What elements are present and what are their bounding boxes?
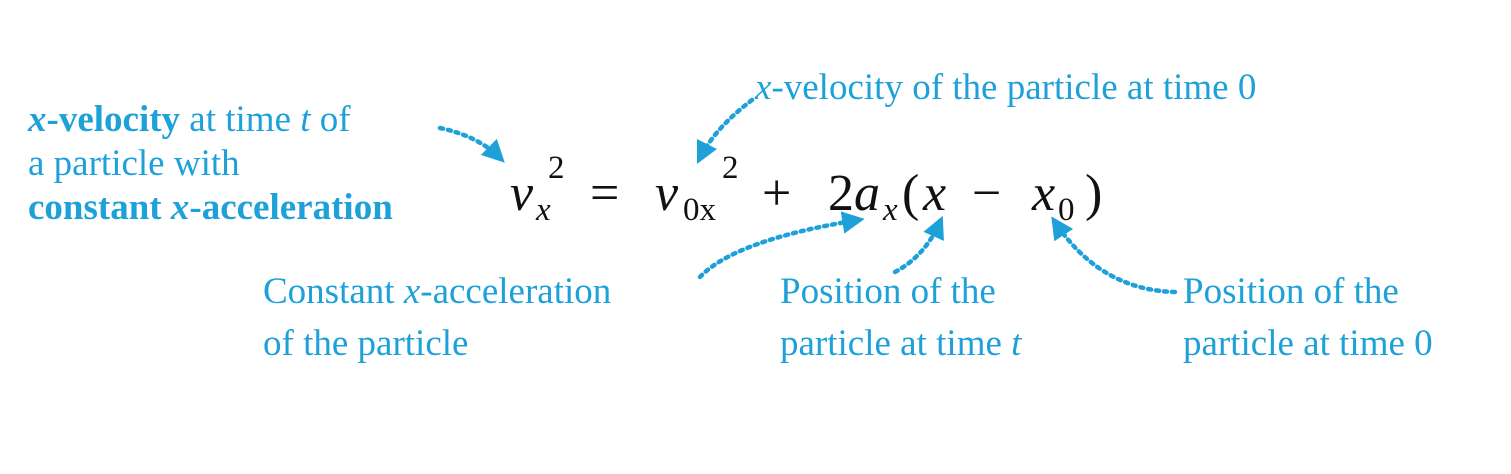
arrow-accel [697,211,865,280]
var-x: x [170,187,190,228]
label-accel-line2: of the particle [263,323,469,364]
arrow-pos-t [892,215,944,275]
text-velocity-time-0: -velocity of the particle at time 0 [771,67,1257,108]
label-pos-t-line2: particle at time t [780,322,1021,366]
var-x: x [28,99,47,140]
label-position-time-t: Position of the particle at time t [780,270,1021,366]
var-t: t [300,99,311,140]
label-position-time-0: Position of the particle at time 0 [1183,270,1433,366]
var-t: t [1011,323,1022,364]
label-xvelocity-line2: a particle with [28,143,240,184]
arrow-xvel-t [437,125,505,163]
label-xvelocity-line1: x-velocity at time t of [28,98,393,142]
eq-v2-subscript: 0x [683,192,716,229]
label-xvelocity-time-0: x-velocity of the particle at time 0 [755,66,1256,110]
label-pos-t-line1: Position of the [780,271,996,312]
eq-x: x [923,165,947,222]
eq-minus: − [972,165,1002,222]
eq-v1: v [510,165,534,222]
eq-rparen: ) [1085,165,1103,222]
label-xvelocity-line3: constant x-acceleration [28,186,393,230]
eq-plus: + [762,165,792,222]
eq-v1-subscript: x [536,192,551,228]
text-of: of [310,99,351,140]
text-constant: Constant [263,271,404,312]
bold-acceleration: -acceleration [189,187,393,228]
var-x: x [403,271,421,312]
bold-velocity: -velocity [46,99,181,140]
text-acceleration: -acceleration [420,271,612,312]
label-xvelocity-time-t: x-velocity at time t of a particle with … [28,98,393,230]
label-constant-acceleration: Constant x-acceleration of the particle [263,270,611,366]
var-x: x [755,67,772,108]
label-pos-0-line2: particle at time 0 [1183,323,1433,364]
eq-v1-superscript: 2 [548,150,565,186]
arrow-xvel-0 [696,97,755,165]
label-pos-0-line1: Position of the [1183,271,1399,312]
eq-v2: v [655,165,679,222]
arrow-pos-0 [1051,216,1178,295]
eq-v2-superscript: 2 [722,150,739,186]
eq-v2-subscript-text: 0x [683,192,716,228]
bold-constant: constant [28,187,171,228]
text-at-time: at time [180,99,301,140]
text-particle-at-time: particle at time [780,323,1012,364]
eq-a-subscript: x [883,192,898,228]
eq-x0: x [1032,165,1056,222]
eq-equals: = [590,165,620,222]
label-accel-line1: Constant x-acceleration [263,270,611,314]
eq-lparen: ( [902,165,920,222]
